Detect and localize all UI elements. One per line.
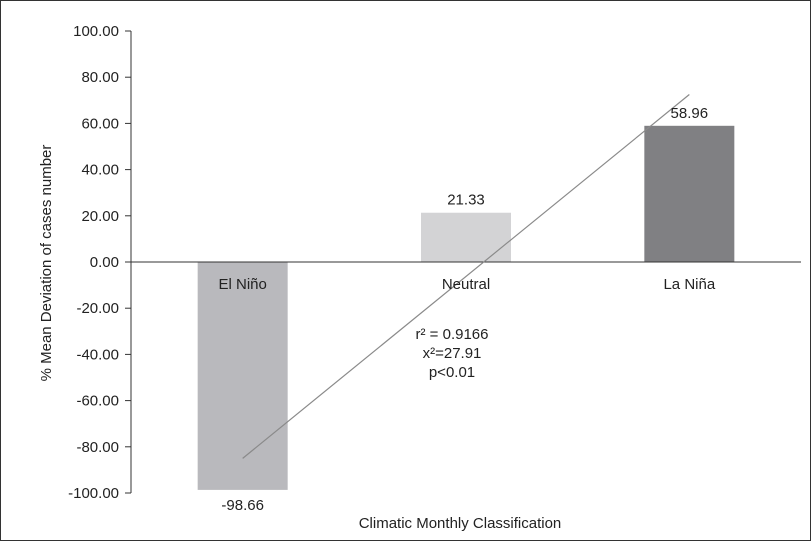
trendline-line — [242, 94, 690, 459]
chart-labels: El Niño Neutral La Niña -98.66 21.33 58.96 — [218, 105, 715, 514]
annotation-line: p<0.01 — [429, 364, 475, 381]
trendline — [242, 94, 690, 459]
data-label: 58.96 — [671, 105, 709, 122]
y-tick-label: 100.00 — [73, 23, 119, 40]
y-tick-label: 20.00 — [81, 208, 119, 225]
y-tick-label: -100.00 — [68, 485, 119, 502]
category-label: El Niño — [218, 276, 266, 293]
annotation-line: r² = 0.9166 — [416, 326, 489, 343]
statistics-annotation: r² = 0.9166 x²=27.91 p<0.01 — [416, 326, 489, 381]
x-axis-title: Climatic Monthly Classification — [359, 515, 562, 532]
bar — [197, 262, 288, 490]
category-label: Neutral — [442, 276, 490, 293]
y-tick-label: 60.00 — [81, 115, 119, 132]
y-axis-title: % Mean Deviation of cases number — [38, 145, 55, 382]
y-tick-label: 40.00 — [81, 162, 119, 179]
y-tick-label: -20.00 — [76, 300, 119, 317]
y-tick-label: 0.00 — [90, 254, 119, 271]
y-tick-label: 80.00 — [81, 69, 119, 86]
bars — [197, 125, 735, 490]
y-tick-label: -40.00 — [76, 346, 119, 363]
y-tick-label: -60.00 — [76, 393, 119, 410]
category-label: La Niña — [663, 276, 715, 293]
y-axis: 100.00 80.00 60.00 40.00 20.00 0.00 -20.00 -40.… — [68, 23, 132, 502]
data-label: 21.33 — [447, 192, 485, 209]
bar — [644, 125, 735, 262]
y-tick-label: -80.00 — [76, 439, 119, 456]
bar — [421, 212, 511, 262]
annotation-line: x²=27.91 — [423, 345, 482, 362]
data-label: -98.66 — [221, 497, 264, 514]
